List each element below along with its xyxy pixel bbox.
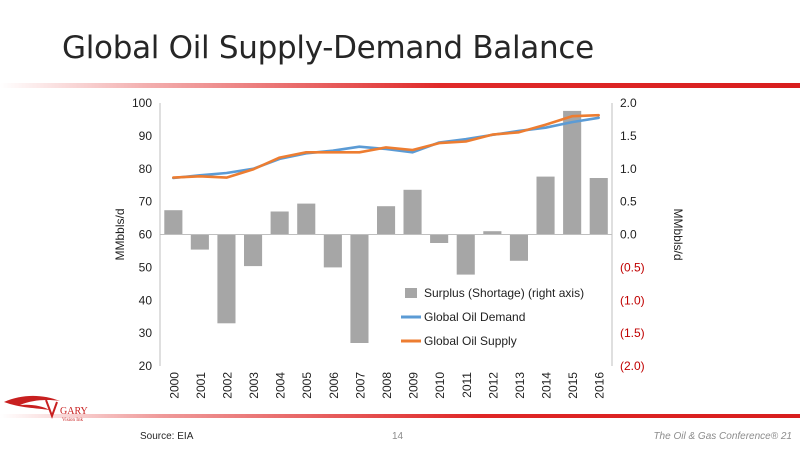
x-tick-label-2014: 2014	[540, 372, 554, 399]
page-number: 14	[392, 431, 404, 442]
surplus-bar-2005	[297, 203, 316, 235]
surplus-bar-2009	[403, 189, 422, 235]
right-tick-label-7: 1.5	[620, 129, 637, 143]
surplus-bar-2016	[589, 178, 608, 235]
right-tick-label-8: 2.0	[620, 96, 637, 110]
right-tick-label-4: 0.0	[620, 228, 637, 242]
gary-logo-icon: GARY Vision Ink	[4, 395, 88, 423]
left-tick-label-100: 100	[132, 96, 152, 110]
left-tick-label-60: 60	[139, 228, 153, 242]
logo-text: GARY	[60, 406, 88, 417]
x-tick-label-2016: 2016	[593, 372, 607, 399]
legend-label-global-oil-supply: Global Oil Supply	[424, 334, 517, 348]
footer-accent-bar	[0, 414, 800, 418]
x-tick-label-2006: 2006	[327, 372, 341, 399]
surplus-bar-2015	[563, 110, 582, 235]
x-tick-label-2009: 2009	[407, 372, 421, 399]
surplus-bar-2006	[323, 234, 342, 268]
x-tick-label-2010: 2010	[433, 372, 447, 399]
x-tick-label-2005: 2005	[300, 372, 314, 399]
right-tick-label-1: (1.5)	[620, 326, 645, 340]
legend-swatch-surplus-shortage-right-axis-	[405, 288, 417, 298]
x-tick-label-2000: 2000	[167, 372, 181, 399]
surplus-bar-2000	[164, 210, 183, 235]
right-tick-label-6: 1.0	[620, 162, 637, 176]
surplus-bar-2004	[270, 211, 289, 235]
x-tick-label-2007: 2007	[353, 372, 367, 399]
source-note: Source: EIA	[140, 431, 194, 442]
surplus-bar-2011	[456, 234, 475, 275]
x-tick-label-2001: 2001	[194, 372, 208, 399]
right-axis-title: MMbbls/d	[671, 208, 685, 260]
surplus-bar-2001	[190, 234, 209, 250]
x-tick-label-2003: 2003	[247, 372, 261, 399]
right-tick-label-5: 0.5	[620, 195, 637, 209]
surplus-bar-2008	[377, 206, 396, 235]
slide-title: Global Oil Supply-Demand Balance	[62, 30, 594, 66]
x-tick-label-2013: 2013	[513, 372, 527, 399]
x-tick-label-2015: 2015	[566, 372, 580, 399]
surplus-bar-2003	[244, 234, 263, 267]
surplus-bar-2002	[217, 234, 236, 324]
surplus-bar-2012	[483, 231, 502, 235]
surplus-bar-2014	[536, 176, 555, 235]
legend-label-global-oil-demand: Global Oil Demand	[424, 310, 525, 324]
right-tick-label-3: (0.5)	[620, 260, 645, 274]
left-axis-title: MMbbls/d	[113, 208, 127, 260]
x-tick-label-2002: 2002	[220, 372, 234, 399]
right-tick-label-0: (2.0)	[620, 359, 645, 373]
x-tick-label-2012: 2012	[486, 372, 500, 399]
x-tick-label-2004: 2004	[274, 372, 288, 399]
surplus-bar-2013	[509, 234, 528, 261]
left-tick-label-80: 80	[139, 162, 153, 176]
surplus-bar-2007	[350, 234, 369, 343]
legend-label-surplus-shortage-right-axis-: Surplus (Shortage) (right axis)	[424, 286, 584, 300]
surplus-bar-2010	[430, 234, 449, 243]
left-tick-label-50: 50	[139, 260, 153, 274]
left-tick-label-70: 70	[139, 195, 153, 209]
x-tick-label-2011: 2011	[460, 372, 474, 398]
left-tick-label-40: 40	[139, 293, 153, 307]
left-tick-label-90: 90	[139, 129, 153, 143]
conference-name: The Oil & Gas Conference® 21	[653, 431, 792, 442]
logo-subtext: Vision Ink	[62, 418, 83, 423]
right-tick-label-2: (1.0)	[620, 293, 645, 307]
left-tick-label-20: 20	[139, 359, 153, 373]
x-tick-label-2008: 2008	[380, 372, 394, 399]
header-accent-bar	[0, 83, 800, 88]
left-tick-label-30: 30	[139, 326, 153, 340]
global-oil-supply-line	[172, 113, 601, 179]
